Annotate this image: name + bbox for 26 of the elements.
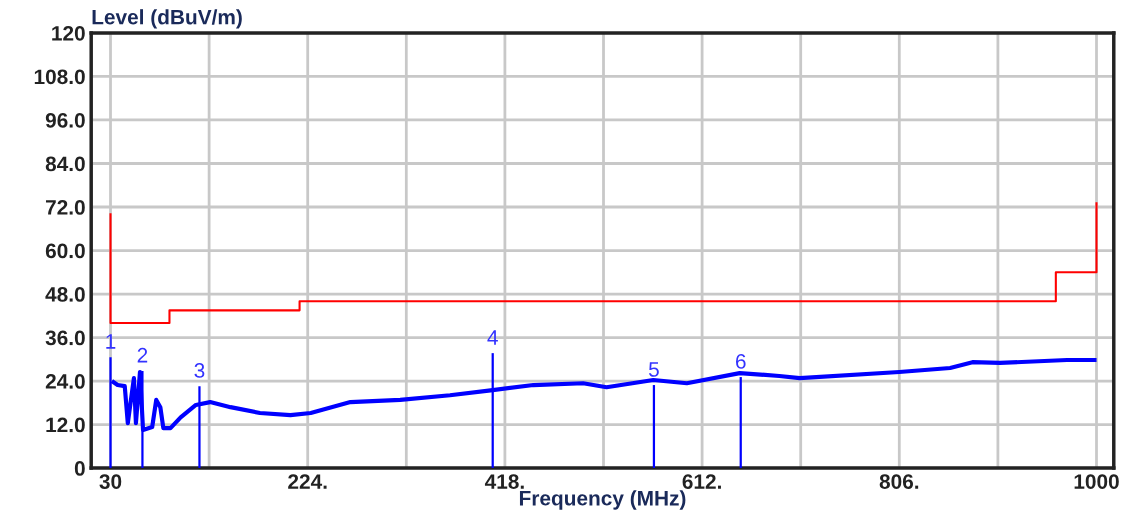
annotation: 6 [736, 354, 746, 369]
annotation: 4 [487, 330, 498, 345]
y-axis-title: Level (dBuV/m) [92, 9, 242, 29]
y-tick-label: 72.0 [46, 200, 85, 215]
y-tick-label: 96.0 [45, 112, 85, 128]
y-tick-label: 108.0 [34, 69, 85, 85]
annotation: 2 [137, 347, 148, 363]
x-tick-label: 612. [682, 474, 721, 489]
y-tick-label: 84.0 [45, 156, 85, 172]
x-tick-label: 1000 [1074, 474, 1119, 489]
y-tick-label: 48.0 [45, 287, 85, 302]
annotation: 1 [106, 334, 116, 349]
x-tick-label: 418. [484, 474, 524, 489]
annotation: 3 [194, 363, 205, 378]
y-tick-label: 12.0 [46, 417, 85, 433]
x-tick-label: 30 [99, 474, 122, 489]
x-tick-label: 806. [879, 474, 919, 489]
y-tick-label: 60.0 [45, 243, 85, 259]
x-axis-title: Frequency (MHz) [519, 490, 686, 510]
annotation: 5 [648, 362, 659, 377]
y-tick-label: 24.0 [45, 374, 85, 389]
x-tick-label: 224. [288, 474, 327, 489]
line-series [109, 202, 1098, 325]
y-tick-label: 120 [52, 25, 85, 41]
y-tick-label: 0 [74, 461, 85, 476]
y-tick-label: 36.0 [45, 330, 85, 346]
